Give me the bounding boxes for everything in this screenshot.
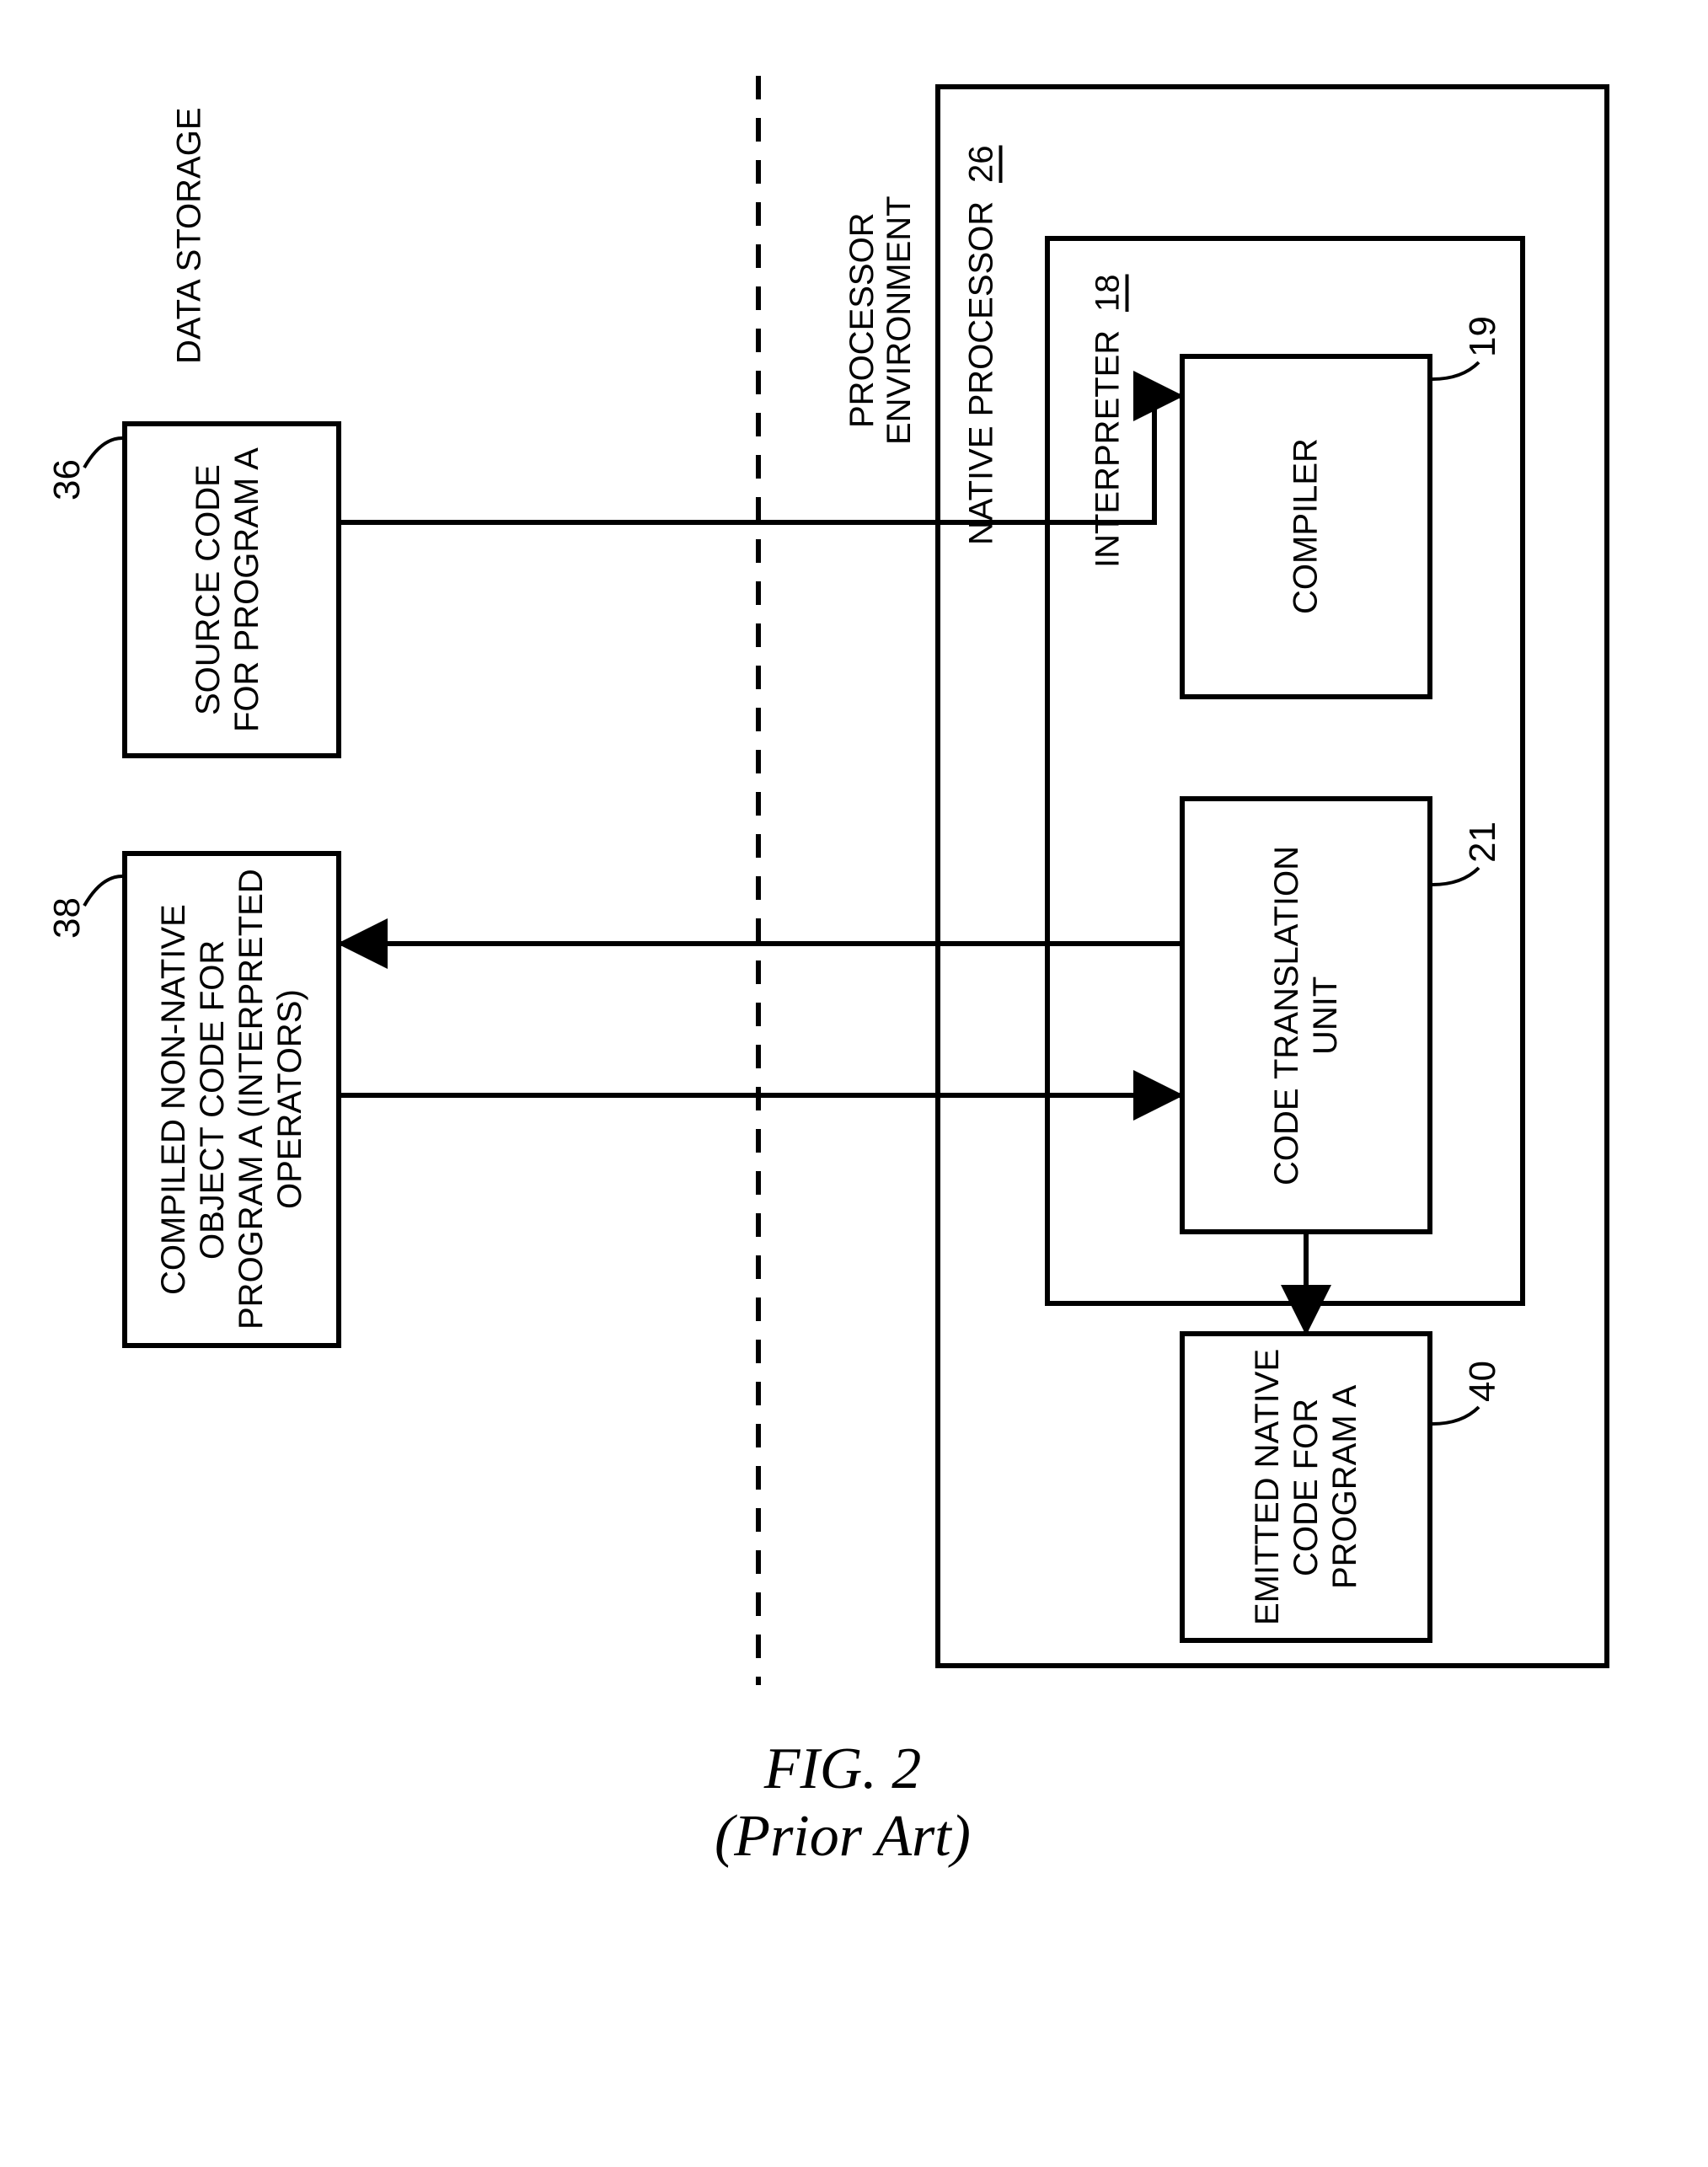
leader-38 bbox=[84, 876, 122, 906]
ref-36: 36 bbox=[46, 455, 88, 506]
compiler-label: COMPILER bbox=[1285, 367, 1327, 687]
diagram-canvas: DATA STORAGE PROCESSOR ENVIRONMENT NATIV… bbox=[0, 0, 1708, 2167]
processor-env-title: PROCESSOR ENVIRONMENT bbox=[859, 84, 902, 556]
interpreter-ref: 18 bbox=[1090, 275, 1127, 313]
ref-40: 40 bbox=[1462, 1356, 1504, 1407]
figure-caption: FIG. 2 (Prior Art) bbox=[590, 1736, 1095, 1870]
objcode-label: COMPILED NON-NATIVE OBJECT CODE FOR PROG… bbox=[139, 864, 324, 1335]
ref-19: 19 bbox=[1462, 312, 1504, 362]
caption-line1: FIG. 2 bbox=[590, 1736, 1095, 1803]
ref-21: 21 bbox=[1462, 817, 1504, 868]
emitted-label: EMITTED NATIVE CODE FOR PROGRAM A bbox=[1247, 1344, 1365, 1630]
translation-label: CODE TRANSLATION UNIT bbox=[1247, 809, 1365, 1222]
native-processor-ref: 26 bbox=[963, 146, 1001, 184]
interpreter-label: INTERPRETER 18 bbox=[1087, 253, 1129, 590]
interpreter-text: INTERPRETER bbox=[1090, 330, 1127, 568]
data-storage-title: DATA STORAGE bbox=[169, 101, 211, 371]
caption-line2: (Prior Art) bbox=[590, 1803, 1095, 1870]
leader-36 bbox=[84, 438, 122, 468]
ref-38: 38 bbox=[46, 893, 88, 944]
native-processor-label: NATIVE PROCESSOR 26 bbox=[961, 126, 1003, 564]
native-processor-text: NATIVE PROCESSOR bbox=[963, 201, 1001, 545]
source-label: SOURCE CODE FOR PROGRAM A bbox=[169, 434, 286, 746]
